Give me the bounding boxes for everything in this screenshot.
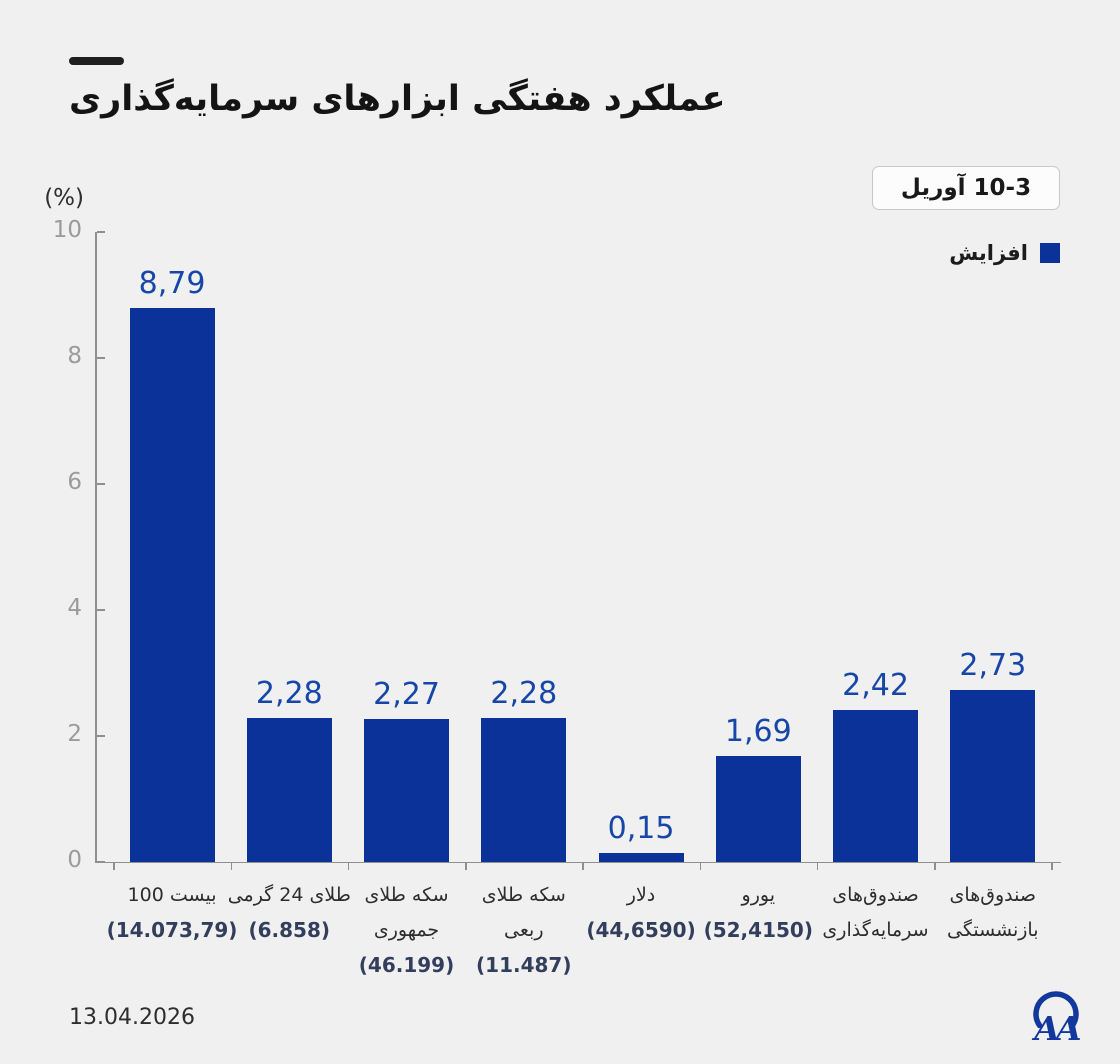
bar-value-label: 2,42 <box>842 667 909 703</box>
x-axis <box>95 861 1061 863</box>
logo-arc <box>1033 991 1079 1029</box>
title-accent-dash <box>69 57 124 65</box>
x-tick-mark <box>699 862 702 870</box>
category-name-line: صندوق‌های <box>832 884 919 906</box>
legend-label: افزایش <box>949 241 1028 265</box>
date-range-label: 10-3 آوریل <box>900 175 1032 201</box>
category-name-line: بازنشستگی <box>947 919 1039 941</box>
category-name-line: یورو <box>741 884 775 906</box>
category-current-value: (11.487) <box>476 953 572 977</box>
bar-value-label: 0,15 <box>607 810 675 846</box>
x-tick-mark <box>230 862 233 870</box>
y-tick-mark <box>96 609 105 611</box>
y-tick-mark <box>96 483 105 485</box>
category-current-value: (44,6590) <box>586 918 696 942</box>
y-tick-mark <box>96 735 105 737</box>
category-name-line: سکه طلای <box>481 884 566 906</box>
category-name-line: سرمایه‌گذاری <box>822 919 929 941</box>
x-tick-mark <box>934 862 936 870</box>
category-label: سکه طلای ربعی (11.487) <box>444 878 604 983</box>
x-tick-mark <box>816 862 819 870</box>
aa-agency-logo: AA <box>1031 991 1085 1048</box>
bar-value-label: 2,28 <box>490 676 558 712</box>
category-name-line: صندوق‌های <box>949 884 1036 906</box>
category-name-line: دلار <box>626 884 656 906</box>
category-current-value: (6.858) <box>248 918 331 942</box>
bar <box>246 718 332 862</box>
bar <box>833 709 919 862</box>
bar-value-label: 2,27 <box>373 676 440 712</box>
category-name-line: ربعی <box>504 919 544 941</box>
bar-value-label: 2,28 <box>255 676 323 712</box>
category-label: دلار (44,6590) <box>561 878 721 948</box>
x-tick-mark <box>1051 862 1053 870</box>
category-label: یورو (52,4150) <box>678 878 838 948</box>
percent-unit-label: (%) <box>44 185 84 211</box>
category-name-line: بیست 100 <box>127 884 217 906</box>
y-tick-mark <box>96 861 105 863</box>
bar <box>950 690 1036 862</box>
category-name-line: سکه طلای <box>364 884 449 906</box>
category-name-line: جمهوری <box>373 919 440 941</box>
bar <box>364 718 450 862</box>
x-tick-mark <box>582 862 584 870</box>
bar <box>598 852 684 862</box>
bar-value-label: 2,73 <box>959 648 1027 683</box>
bar <box>129 308 215 862</box>
y-tick-label: 2 <box>67 721 82 747</box>
category-current-value: (46.199) <box>358 953 455 977</box>
category-label: بیست 100 (14.073,79) <box>92 878 252 948</box>
bar <box>715 755 801 862</box>
date-range-badge: 10-3 آوریل <box>872 166 1060 210</box>
footer-date: 13.04.2026 <box>69 1005 195 1030</box>
category-current-value: (14.073,79) <box>106 918 238 942</box>
y-tick-label: 8 <box>67 343 82 369</box>
y-tick-mark <box>96 357 105 359</box>
legend: افزایش <box>949 241 1060 265</box>
x-tick-mark <box>113 862 115 870</box>
y-tick-label: 0 <box>67 847 82 873</box>
category-label: صندوق‌های بازنشستگی <box>913 878 1073 948</box>
bar-value-label: 1,69 <box>724 713 792 749</box>
category-current-value: (52,4150) <box>703 918 813 942</box>
chart-title: عملکرد هفتگی ابزارهای سرمایه‌گذاری <box>69 79 726 119</box>
bar-value-label: 8,79 <box>138 266 206 302</box>
category-name-line: طلای 24 گرمی <box>227 884 351 906</box>
category-label: طلای 24 گرمی (6.858) <box>209 878 369 948</box>
y-tick-label: 4 <box>67 595 82 621</box>
x-tick-mark <box>347 862 350 870</box>
y-tick-mark <box>96 231 105 233</box>
y-tick-label: 10 <box>52 217 82 243</box>
legend-color-swatch <box>1040 243 1060 263</box>
category-label: سکه طلای جمهوری (46.199) <box>327 878 487 983</box>
x-tick-mark <box>465 862 467 870</box>
bar <box>481 718 567 862</box>
y-axis <box>95 232 97 862</box>
category-label: صندوق‌های سرمایه‌گذاری <box>796 878 956 948</box>
y-tick-label: 6 <box>67 469 82 495</box>
logo-letters: AA <box>1031 1009 1081 1048</box>
